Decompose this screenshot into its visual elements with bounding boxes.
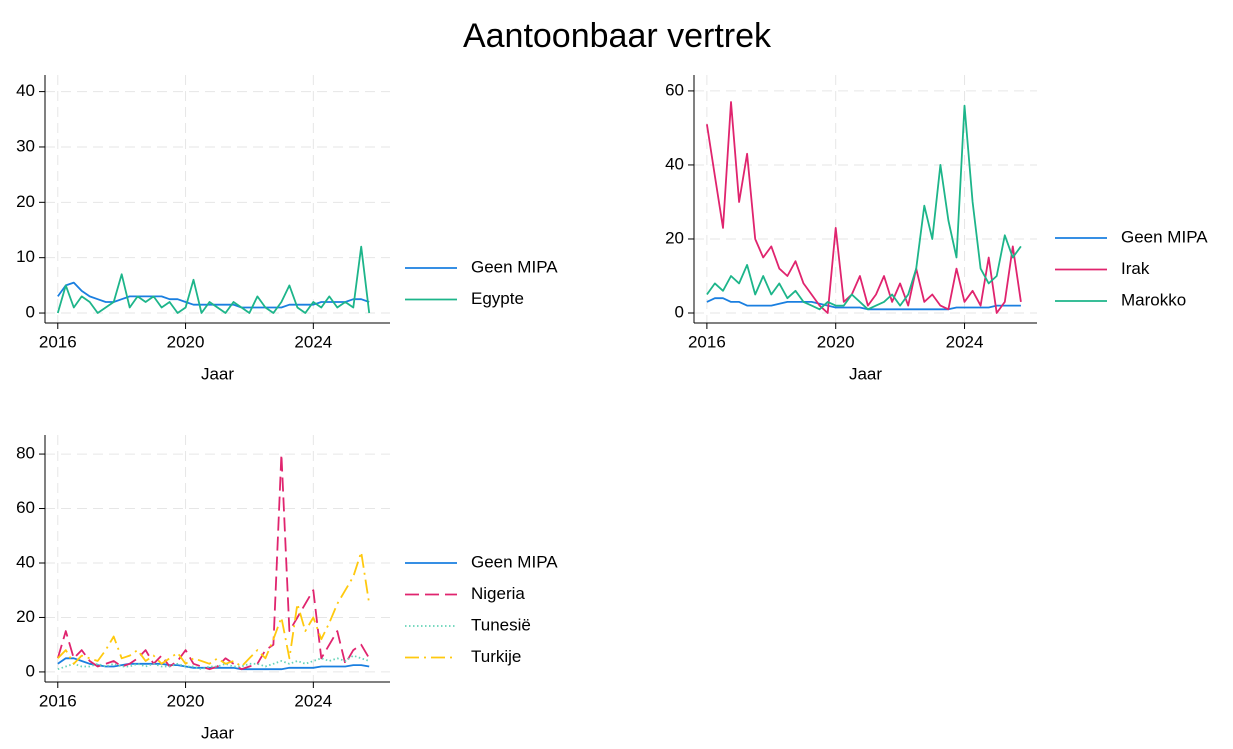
y-tick-label: 60 [665, 80, 684, 99]
y-tick-label: 0 [26, 303, 35, 322]
y-tick-label: 10 [16, 247, 35, 266]
series-line [56, 453, 370, 671]
y-tick-label: 40 [665, 154, 684, 173]
y-tick-label: 20 [16, 192, 35, 211]
y-tick-label: 0 [675, 302, 684, 321]
y-tick-label: 40 [16, 552, 35, 571]
x-tick-label: 2016 [39, 691, 77, 710]
y-tick-label: 20 [665, 228, 684, 247]
series-line [706, 101, 1022, 314]
x-tick-label: 2020 [167, 332, 205, 351]
legend-label: Geen MIPA [1121, 227, 1208, 246]
x-tick-label: 2024 [294, 332, 332, 351]
y-tick-label: 80 [16, 444, 35, 463]
x-axis-label: Jaar [201, 364, 234, 383]
legend-label: Egypte [471, 289, 524, 308]
series-line [706, 297, 1021, 311]
legend-label: Tunesië [471, 615, 531, 634]
series-line [57, 551, 371, 668]
series-line [706, 104, 1022, 311]
y-tick-label: 0 [26, 661, 35, 680]
legend-label: Geen MIPA [471, 257, 558, 276]
x-tick-label: 2016 [39, 332, 77, 351]
x-tick-label: 2020 [817, 332, 855, 351]
y-tick-label: 30 [16, 136, 35, 155]
y-tick-label: 40 [16, 81, 35, 100]
figure-title: Aantoonbaar vertrek [463, 17, 772, 55]
legend-label: Geen MIPA [471, 552, 558, 571]
legend-label: Irak [1121, 259, 1150, 278]
x-tick-label: 2024 [946, 332, 984, 351]
y-tick-label: 20 [16, 607, 35, 626]
y-tick-label: 60 [16, 498, 35, 517]
legend-label: Marokko [1121, 290, 1186, 309]
legend-label: Nigeria [471, 584, 525, 603]
x-tick-label: 2020 [167, 691, 205, 710]
x-tick-label: 2024 [294, 691, 332, 710]
legend-label: Turkije [471, 647, 521, 666]
series-line [56, 245, 371, 314]
x-tick-label: 2016 [688, 332, 726, 351]
x-axis-label: Jaar [849, 364, 882, 383]
x-axis-label: Jaar [201, 723, 234, 742]
